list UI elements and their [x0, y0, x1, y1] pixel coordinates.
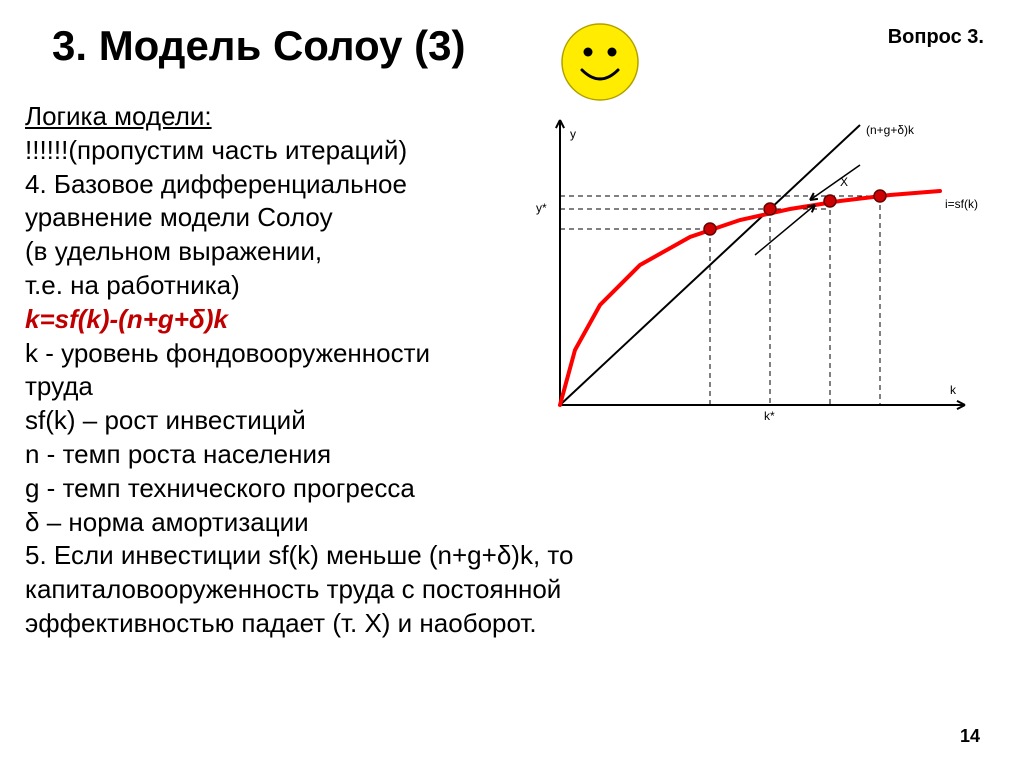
chart-label: y: [570, 127, 576, 141]
text-line: δ – норма амортизации: [25, 506, 995, 540]
smiley-icon: [560, 22, 640, 107]
question-label: Вопрос 3.: [888, 26, 984, 49]
text-line: эффективностью падает (т. X) и наоборот.: [25, 607, 995, 641]
slide-title: 3. Модель Солоу (3): [52, 22, 466, 70]
solow-chart: y (n+g+δ)k Xy* i=sf(k) k k*: [520, 115, 990, 435]
text-line: n - темп роста населения: [25, 438, 995, 472]
text-line: g - темп технического прогресса: [25, 472, 995, 506]
chart-label: (n+g+δ)k: [866, 123, 914, 137]
chart-label: k*: [764, 409, 775, 423]
chart-label: i=sf(k): [945, 197, 978, 211]
text-line: 5. Если инвестиции sf(k) меньше (n+g+δ)k…: [25, 539, 995, 573]
chart-label: X: [840, 175, 848, 189]
text-line: капиталовооруженность труда с постоянной: [25, 573, 995, 607]
chart-label: k: [950, 383, 956, 397]
chart-label: y*: [536, 201, 547, 215]
page-number: 14: [960, 726, 980, 747]
